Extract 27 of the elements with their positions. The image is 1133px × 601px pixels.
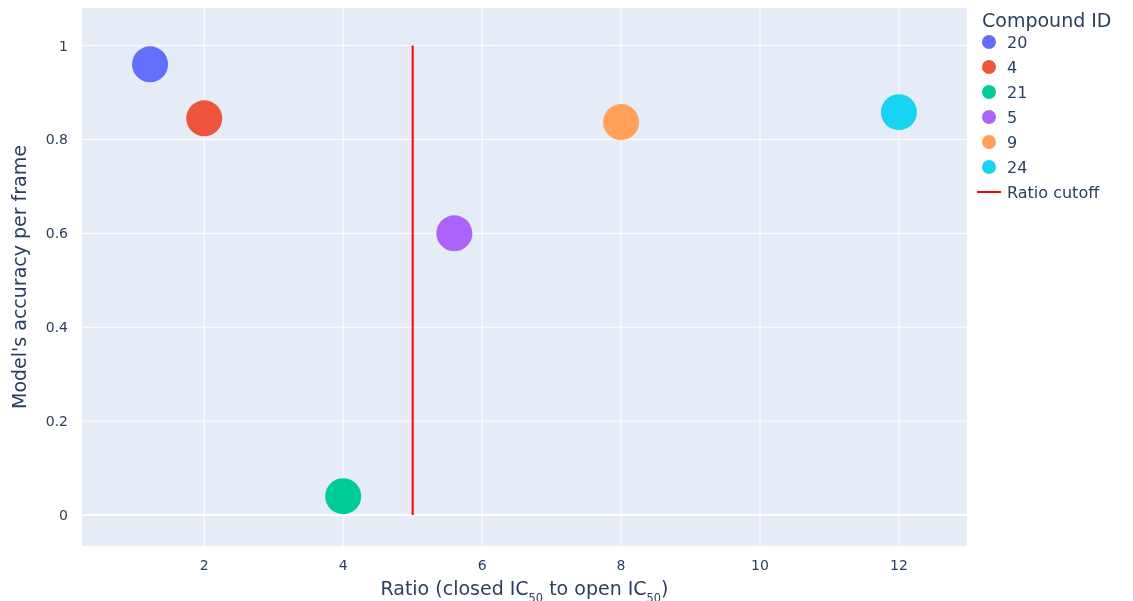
y-tick-label: 1 [59, 37, 68, 54]
x-tick-label: 2 [199, 557, 209, 573]
y-axis-title: Model's accuracy per frame [8, 145, 30, 409]
point [880, 94, 917, 131]
legend-label: 9 [1007, 133, 1018, 152]
legend-title: Compound ID [982, 9, 1112, 31]
y-tick-label: 0.6 [45, 225, 69, 242]
x-tick-label: 6 [477, 557, 487, 573]
y-tick-label: 0.2 [45, 413, 68, 430]
point [436, 215, 473, 252]
x-tick-label: 8 [616, 557, 626, 573]
x-tick-label: 4 [338, 557, 348, 573]
x-tick-label: 12 [890, 557, 908, 573]
point [132, 46, 169, 83]
legend-label: 4 [1007, 58, 1018, 77]
point [325, 478, 362, 515]
legend-label: 5 [1007, 108, 1018, 127]
legend-label: 21 [1007, 83, 1028, 102]
legend-label: Ratio cutoff [1007, 183, 1101, 202]
y-tick-label: 0 [59, 507, 68, 524]
legend-label: 24 [1007, 158, 1028, 177]
y-tick-label: 0.4 [45, 319, 69, 336]
point [603, 104, 640, 141]
legend-label: 20 [1007, 33, 1028, 52]
x-tick-label: 10 [751, 557, 769, 573]
point [186, 100, 223, 137]
y-tick-label: 0.8 [45, 131, 68, 148]
